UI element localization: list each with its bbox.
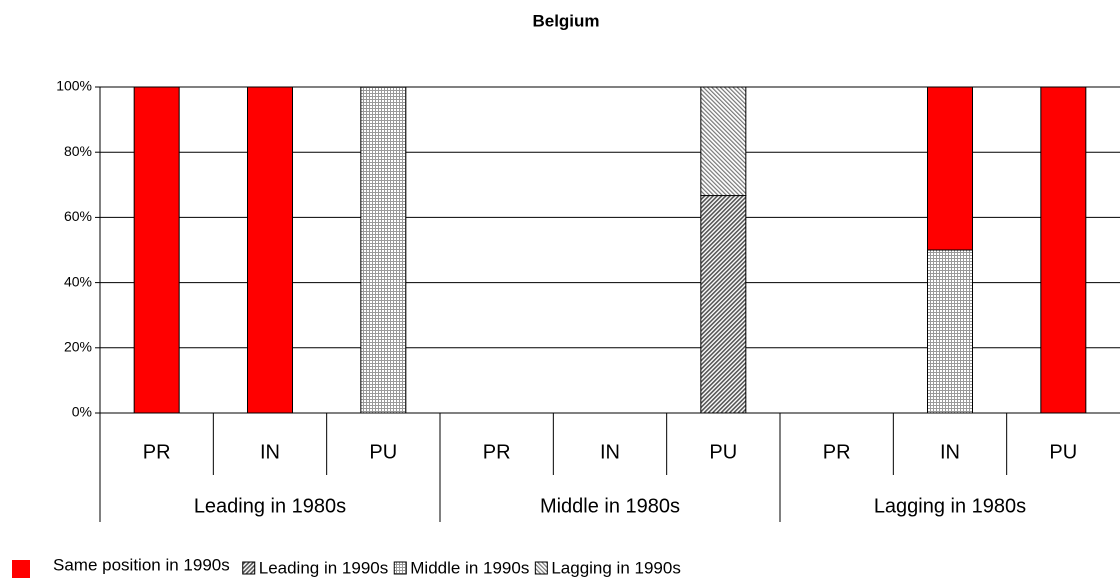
y-tick-label: 0% [72, 404, 92, 420]
group-label: Leading in 1980s [194, 495, 346, 517]
x-tick-label: PU [369, 441, 397, 463]
x-tick-label: IN [600, 441, 620, 463]
group-label: Middle in 1980s [540, 495, 680, 517]
bar-segment [360, 86, 407, 414]
legend-swatch [534, 561, 548, 575]
bar-segment [700, 195, 747, 414]
x-tick-label: IN [260, 441, 280, 463]
x-tick-label: PU [709, 441, 737, 463]
legend-swatch [12, 560, 30, 578]
bar-segment [247, 86, 293, 414]
legend-swatch [393, 561, 407, 575]
bar-segment [133, 86, 180, 414]
legend-label: Same position in 1990s [53, 555, 230, 574]
x-tick-label: PU [1049, 441, 1077, 463]
y-tick-label: 20% [64, 339, 92, 355]
y-tick-label: 40% [64, 273, 92, 289]
group-label: Lagging in 1980s [874, 495, 1026, 517]
legend-label: Lagging in 1990s [551, 558, 681, 577]
x-tick-label: PR [143, 441, 171, 463]
legend-swatch [242, 561, 256, 575]
bar-segment [927, 86, 973, 251]
x-tick-label: PR [483, 441, 511, 463]
bar-segment [700, 86, 747, 197]
x-tick-label: IN [940, 441, 960, 463]
x-tick-label: PR [823, 441, 851, 463]
y-tick-label: 100% [56, 78, 92, 94]
y-tick-label: 80% [64, 143, 92, 159]
chart-title: Belgium [532, 11, 599, 30]
bar-segment [1040, 86, 1087, 414]
legend-label: Middle in 1990s [410, 558, 529, 577]
bar-segment [927, 249, 973, 414]
y-tick-label: 60% [64, 208, 92, 224]
legend-label: Leading in 1990s [259, 558, 389, 577]
